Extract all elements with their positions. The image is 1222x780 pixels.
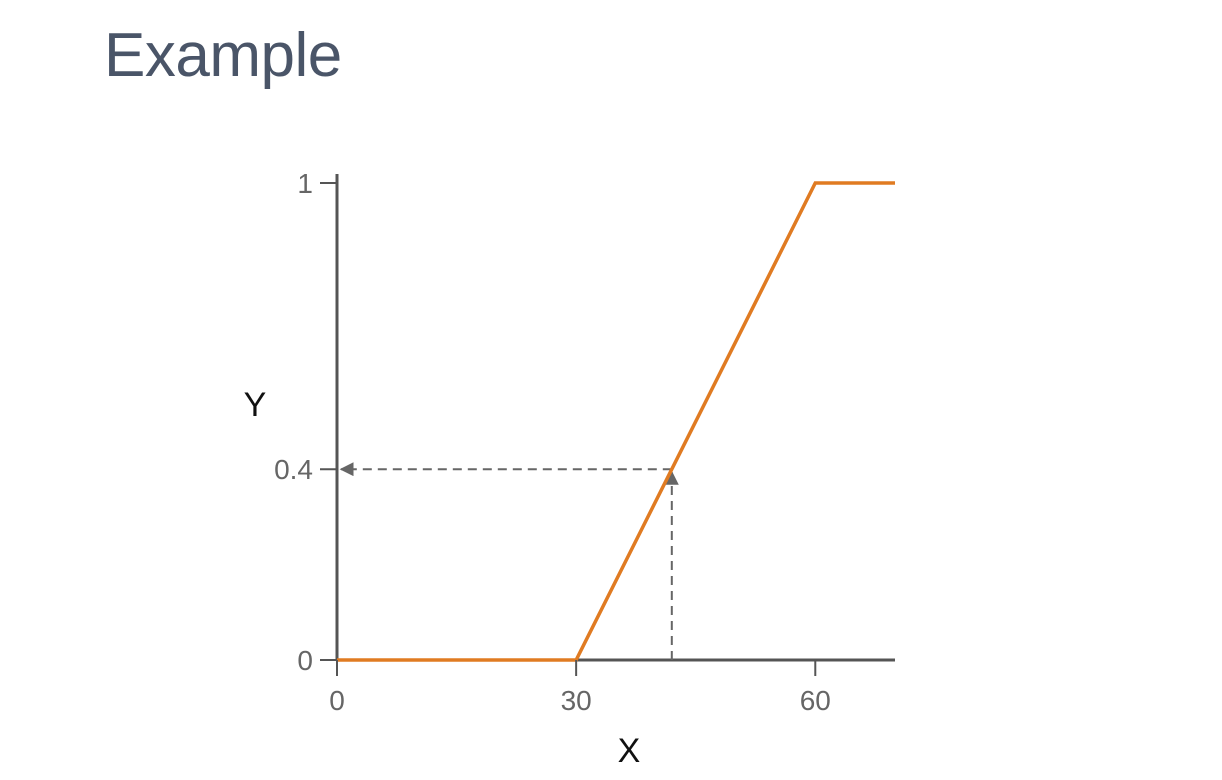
x-axis-label: X <box>618 732 641 770</box>
x-tick-label: 60 <box>800 685 831 716</box>
x-tick-label: 30 <box>561 685 592 716</box>
y-tick-label: 0 <box>297 645 313 676</box>
page-title: Example <box>104 21 342 90</box>
x-tick-label: 0 <box>329 685 345 716</box>
y-tick-label: 0.4 <box>274 454 313 485</box>
series-line <box>337 181 895 662</box>
y-tick-label: 1 <box>297 168 313 199</box>
y-axis-label: Y <box>244 386 267 424</box>
